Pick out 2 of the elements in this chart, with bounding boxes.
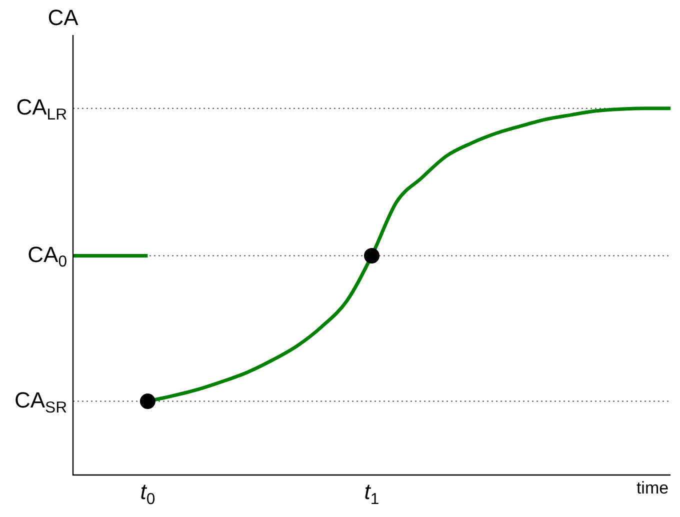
y-axis-title: CA (48, 5, 79, 30)
x-axis-title: time (636, 478, 669, 498)
